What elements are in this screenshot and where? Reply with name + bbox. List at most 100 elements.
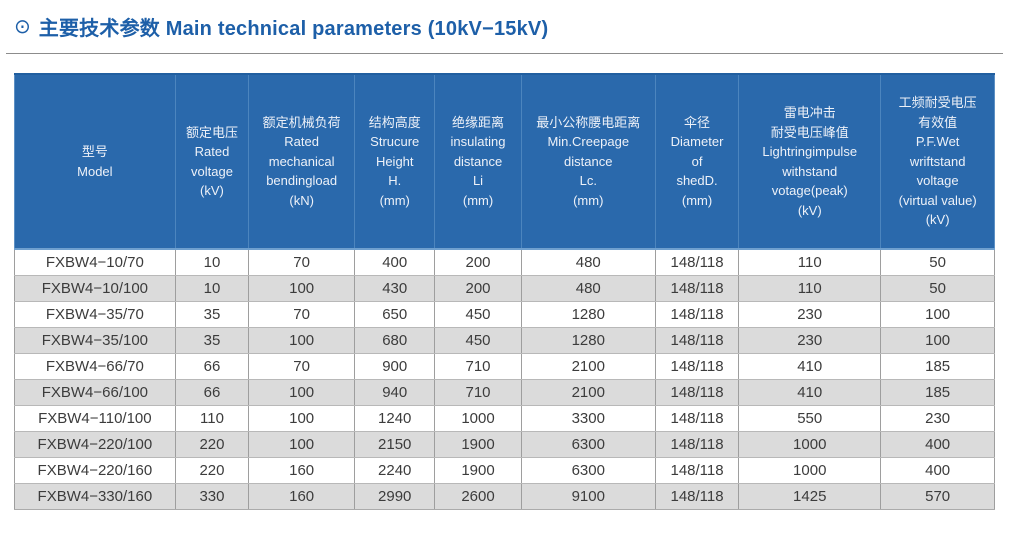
value-cell: 148/118 bbox=[654, 430, 740, 458]
value-cell: 148/118 bbox=[654, 456, 740, 484]
model-cell: FXBW4−66/70 bbox=[14, 352, 176, 380]
value-cell: 100 bbox=[880, 300, 995, 328]
table-row: FXBW4−35/100 35 100 680 450 1280 148/118 230 100 bbox=[14, 326, 995, 354]
value-cell: 1900 bbox=[434, 456, 522, 484]
value-cell: 110 bbox=[738, 274, 882, 302]
column-header-rated-mechanical-bending-load: 额定机械负荷 Rated mechanical bendingload (kN) bbox=[248, 73, 356, 250]
model-cell: FXBW4−330/160 bbox=[14, 482, 176, 510]
value-cell: 160 bbox=[248, 456, 356, 484]
value-cell: 220 bbox=[174, 430, 250, 458]
value-cell: 2600 bbox=[434, 482, 522, 510]
value-cell: 70 bbox=[248, 248, 356, 276]
value-cell: 410 bbox=[738, 352, 882, 380]
value-cell: 1000 bbox=[738, 456, 882, 484]
model-cell: FXBW4−10/100 bbox=[14, 274, 176, 302]
value-cell: 230 bbox=[738, 326, 882, 354]
value-cell: 100 bbox=[248, 404, 356, 432]
column-header-shed-diameter: 伞径 Diameter of shedD. (mm) bbox=[654, 73, 740, 250]
value-cell: 330 bbox=[174, 482, 250, 510]
model-cell: FXBW4−220/160 bbox=[14, 456, 176, 484]
table-row: FXBW4−35/70 35 70 650 450 1280 148/118 230 100 bbox=[14, 300, 995, 328]
table-row: FXBW4−110/100 110 100 1240 1000 3300 148/118 55… bbox=[14, 404, 995, 432]
value-cell: 220 bbox=[174, 456, 250, 484]
value-cell: 6300 bbox=[520, 456, 656, 484]
value-cell: 480 bbox=[520, 248, 656, 276]
table-body: FXBW4−10/70 10 70 400 200 480 148/118 110 50 FXBW… bbox=[14, 248, 995, 510]
value-cell: 1240 bbox=[354, 404, 436, 432]
value-cell: 148/118 bbox=[654, 300, 740, 328]
column-header-insulating-distance: 绝缘距离 insulating distance Li (mm) bbox=[434, 73, 522, 250]
table-header: 型号 Model 额定电压 Rated voltage (kV) 额定机械负荷 Ra… bbox=[14, 73, 995, 250]
model-cell: FXBW4−110/100 bbox=[14, 404, 176, 432]
value-cell: 160 bbox=[248, 482, 356, 510]
technical-parameters-table: 型号 Model 额定电压 Rated voltage (kV) 额定机械负荷 Ra… bbox=[14, 73, 995, 510]
table-header-row: 型号 Model 额定电压 Rated voltage (kV) 额定机械负荷 Ra… bbox=[14, 73, 995, 250]
model-cell: FXBW4−10/70 bbox=[14, 248, 176, 276]
value-cell: 110 bbox=[174, 404, 250, 432]
value-cell: 2100 bbox=[520, 378, 656, 406]
value-cell: 1000 bbox=[434, 404, 522, 432]
page-title: 主要技术参数 Main technical parameters (10kV−1… bbox=[38, 18, 549, 40]
table-row: FXBW4−330/160 330 160 2990 2600 9100 148/118 14… bbox=[14, 482, 995, 510]
column-header-min-creepage-distance: 最小公称腰电距离 Min.Creepage distance Lc. (mm) bbox=[520, 73, 656, 250]
value-cell: 400 bbox=[354, 248, 436, 276]
model-cell: FXBW4−220/100 bbox=[14, 430, 176, 458]
section-header: ⊙ 主要技术参数 Main technical parameters (10kV… bbox=[0, 0, 1009, 41]
value-cell: 450 bbox=[434, 326, 522, 354]
value-cell: 148/118 bbox=[654, 352, 740, 380]
value-cell: 1280 bbox=[520, 326, 656, 354]
value-cell: 50 bbox=[880, 274, 995, 302]
model-cell: FXBW4−35/70 bbox=[14, 300, 176, 328]
value-cell: 148/118 bbox=[654, 482, 740, 510]
value-cell: 450 bbox=[434, 300, 522, 328]
value-cell: 480 bbox=[520, 274, 656, 302]
value-cell: 148/118 bbox=[654, 248, 740, 276]
value-cell: 1900 bbox=[434, 430, 522, 458]
column-header-structure-height: 结构高度 Strucure Height H. (mm) bbox=[354, 73, 436, 250]
value-cell: 100 bbox=[248, 326, 356, 354]
table-row: FXBW4−66/70 66 70 900 710 2100 148/118 410 185 bbox=[14, 352, 995, 380]
value-cell: 70 bbox=[248, 300, 356, 328]
value-cell: 185 bbox=[880, 352, 995, 380]
table-row: FXBW4−10/70 10 70 400 200 480 148/118 110 50 bbox=[14, 248, 995, 276]
value-cell: 940 bbox=[354, 378, 436, 406]
value-cell: 185 bbox=[880, 378, 995, 406]
value-cell: 148/118 bbox=[654, 326, 740, 354]
value-cell: 400 bbox=[880, 456, 995, 484]
value-cell: 148/118 bbox=[654, 274, 740, 302]
title-divider bbox=[6, 53, 1003, 54]
value-cell: 710 bbox=[434, 378, 522, 406]
table-row: FXBW4−220/160 220 160 2240 1900 6300 148/118 10… bbox=[14, 456, 995, 484]
value-cell: 35 bbox=[174, 326, 250, 354]
column-header-rated-voltage: 额定电压 Rated voltage (kV) bbox=[174, 73, 250, 250]
value-cell: 1280 bbox=[520, 300, 656, 328]
value-cell: 100 bbox=[880, 326, 995, 354]
value-cell: 66 bbox=[174, 378, 250, 406]
model-cell: FXBW4−35/100 bbox=[14, 326, 176, 354]
column-header-pf-wet-withstand: 工频耐受电压 有效值 P.F.Wet wriftstand voltage (v… bbox=[880, 73, 995, 250]
value-cell: 710 bbox=[434, 352, 522, 380]
value-cell: 10 bbox=[174, 248, 250, 276]
value-cell: 230 bbox=[880, 404, 995, 432]
column-header-lightning-impulse-withstand: 雷电冲击 耐受电压峰值 Lightringimpulse withstand v… bbox=[738, 73, 882, 250]
value-cell: 680 bbox=[354, 326, 436, 354]
value-cell: 66 bbox=[174, 352, 250, 380]
value-cell: 6300 bbox=[520, 430, 656, 458]
value-cell: 550 bbox=[738, 404, 882, 432]
value-cell: 2240 bbox=[354, 456, 436, 484]
value-cell: 200 bbox=[434, 248, 522, 276]
value-cell: 100 bbox=[248, 430, 356, 458]
value-cell: 570 bbox=[880, 482, 995, 510]
value-cell: 410 bbox=[738, 378, 882, 406]
value-cell: 1425 bbox=[738, 482, 882, 510]
model-cell: FXBW4−66/100 bbox=[14, 378, 176, 406]
value-cell: 430 bbox=[354, 274, 436, 302]
value-cell: 400 bbox=[880, 430, 995, 458]
value-cell: 3300 bbox=[520, 404, 656, 432]
table-row: FXBW4−66/100 66 100 940 710 2100 148/118 410 185 bbox=[14, 378, 995, 406]
table-row: FXBW4−10/100 10 100 430 200 480 148/118 110 50 bbox=[14, 274, 995, 302]
value-cell: 900 bbox=[354, 352, 436, 380]
column-header-model: 型号 Model bbox=[14, 73, 176, 250]
value-cell: 10 bbox=[174, 274, 250, 302]
